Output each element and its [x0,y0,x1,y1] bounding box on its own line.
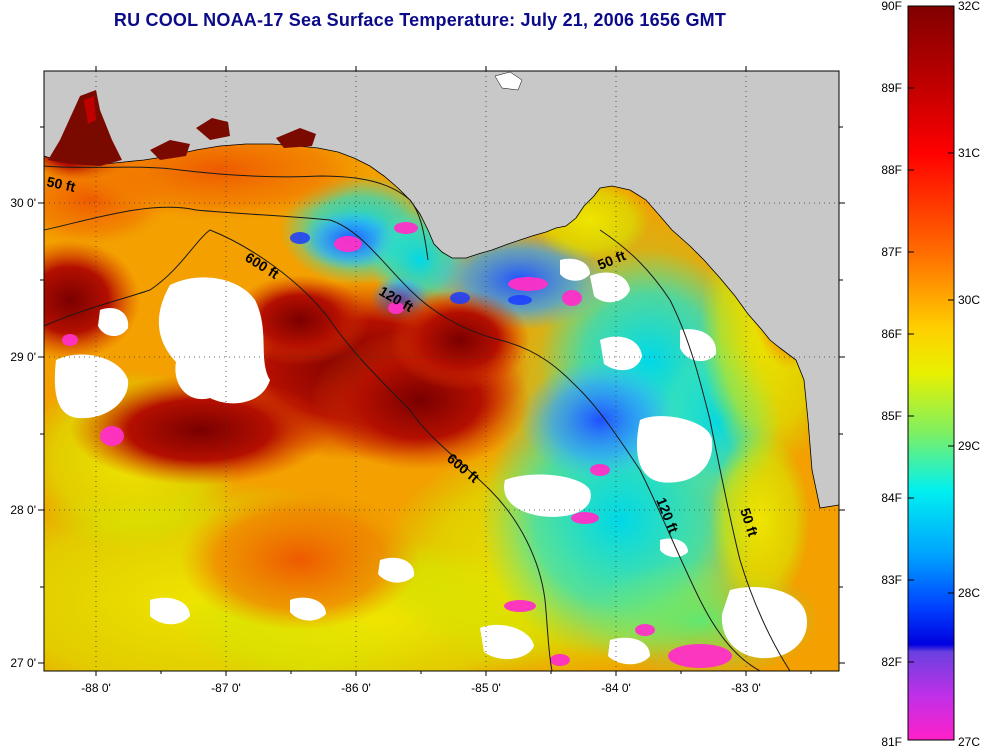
cb-c-label: 28C [958,586,980,600]
x-tick-label: -83 0' [731,681,761,695]
colorbar-gradient [907,5,955,741]
cb-f-label: 82F [881,655,902,669]
land-mass [44,71,839,509]
plot-frame [43,70,840,672]
cb-f-label: 87F [881,245,902,259]
colorbar-celsius-labels: 32C 31C 30C 29C 28C 27C [958,0,980,749]
x-tick-label: -86 0' [341,681,371,695]
cb-f-label: 88F [881,163,902,177]
cb-f-label: 83F [881,573,902,587]
x-tick-label: -85 0' [471,681,501,695]
x-tick-label: -84 0' [601,681,631,695]
chart-title: RU COOL NOAA-17 Sea Surface Temperature:… [113,10,727,30]
x-axis-labels: -88 0' -87 0' -86 0' -85 0' -84 0' -83 0… [81,681,761,695]
cb-f-label: 89F [881,81,902,95]
grid-lines [44,71,839,671]
y-axis-labels: 30 0' 29 0' 28 0' 27 0' [10,196,36,670]
cb-c-label: 32C [958,0,980,13]
map-image [44,71,839,671]
cb-c-label: 29C [958,439,980,453]
x-tick-label: -88 0' [81,681,111,695]
cb-f-label: 85F [881,409,902,423]
tick-marks [38,66,845,676]
cb-c-label: 31C [958,146,980,160]
cb-c-label: 30C [958,293,980,307]
cb-f-label: 84F [881,491,902,505]
colorbar-fahrenheit-labels: 90F 89F 88F 87F 86F 85F 84F 83F 82F 81F [881,0,902,749]
depth-contours [44,165,791,671]
y-tick-label: 30 0' [10,196,36,210]
cb-f-label: 86F [881,327,902,341]
y-tick-label: 28 0' [10,503,36,517]
colorbar: 90F 89F 88F 87F 86F 85F 84F 83F 82F 81F … [881,0,980,749]
cb-c-label: 27C [958,735,980,749]
cb-f-label: 90F [881,0,902,13]
y-tick-label: 29 0' [10,350,36,364]
cb-f-label: 81F [881,735,902,749]
contour-label-50ft-west: 50 ft [45,173,77,195]
x-tick-label: -87 0' [211,681,241,695]
y-tick-label: 27 0' [10,656,36,670]
